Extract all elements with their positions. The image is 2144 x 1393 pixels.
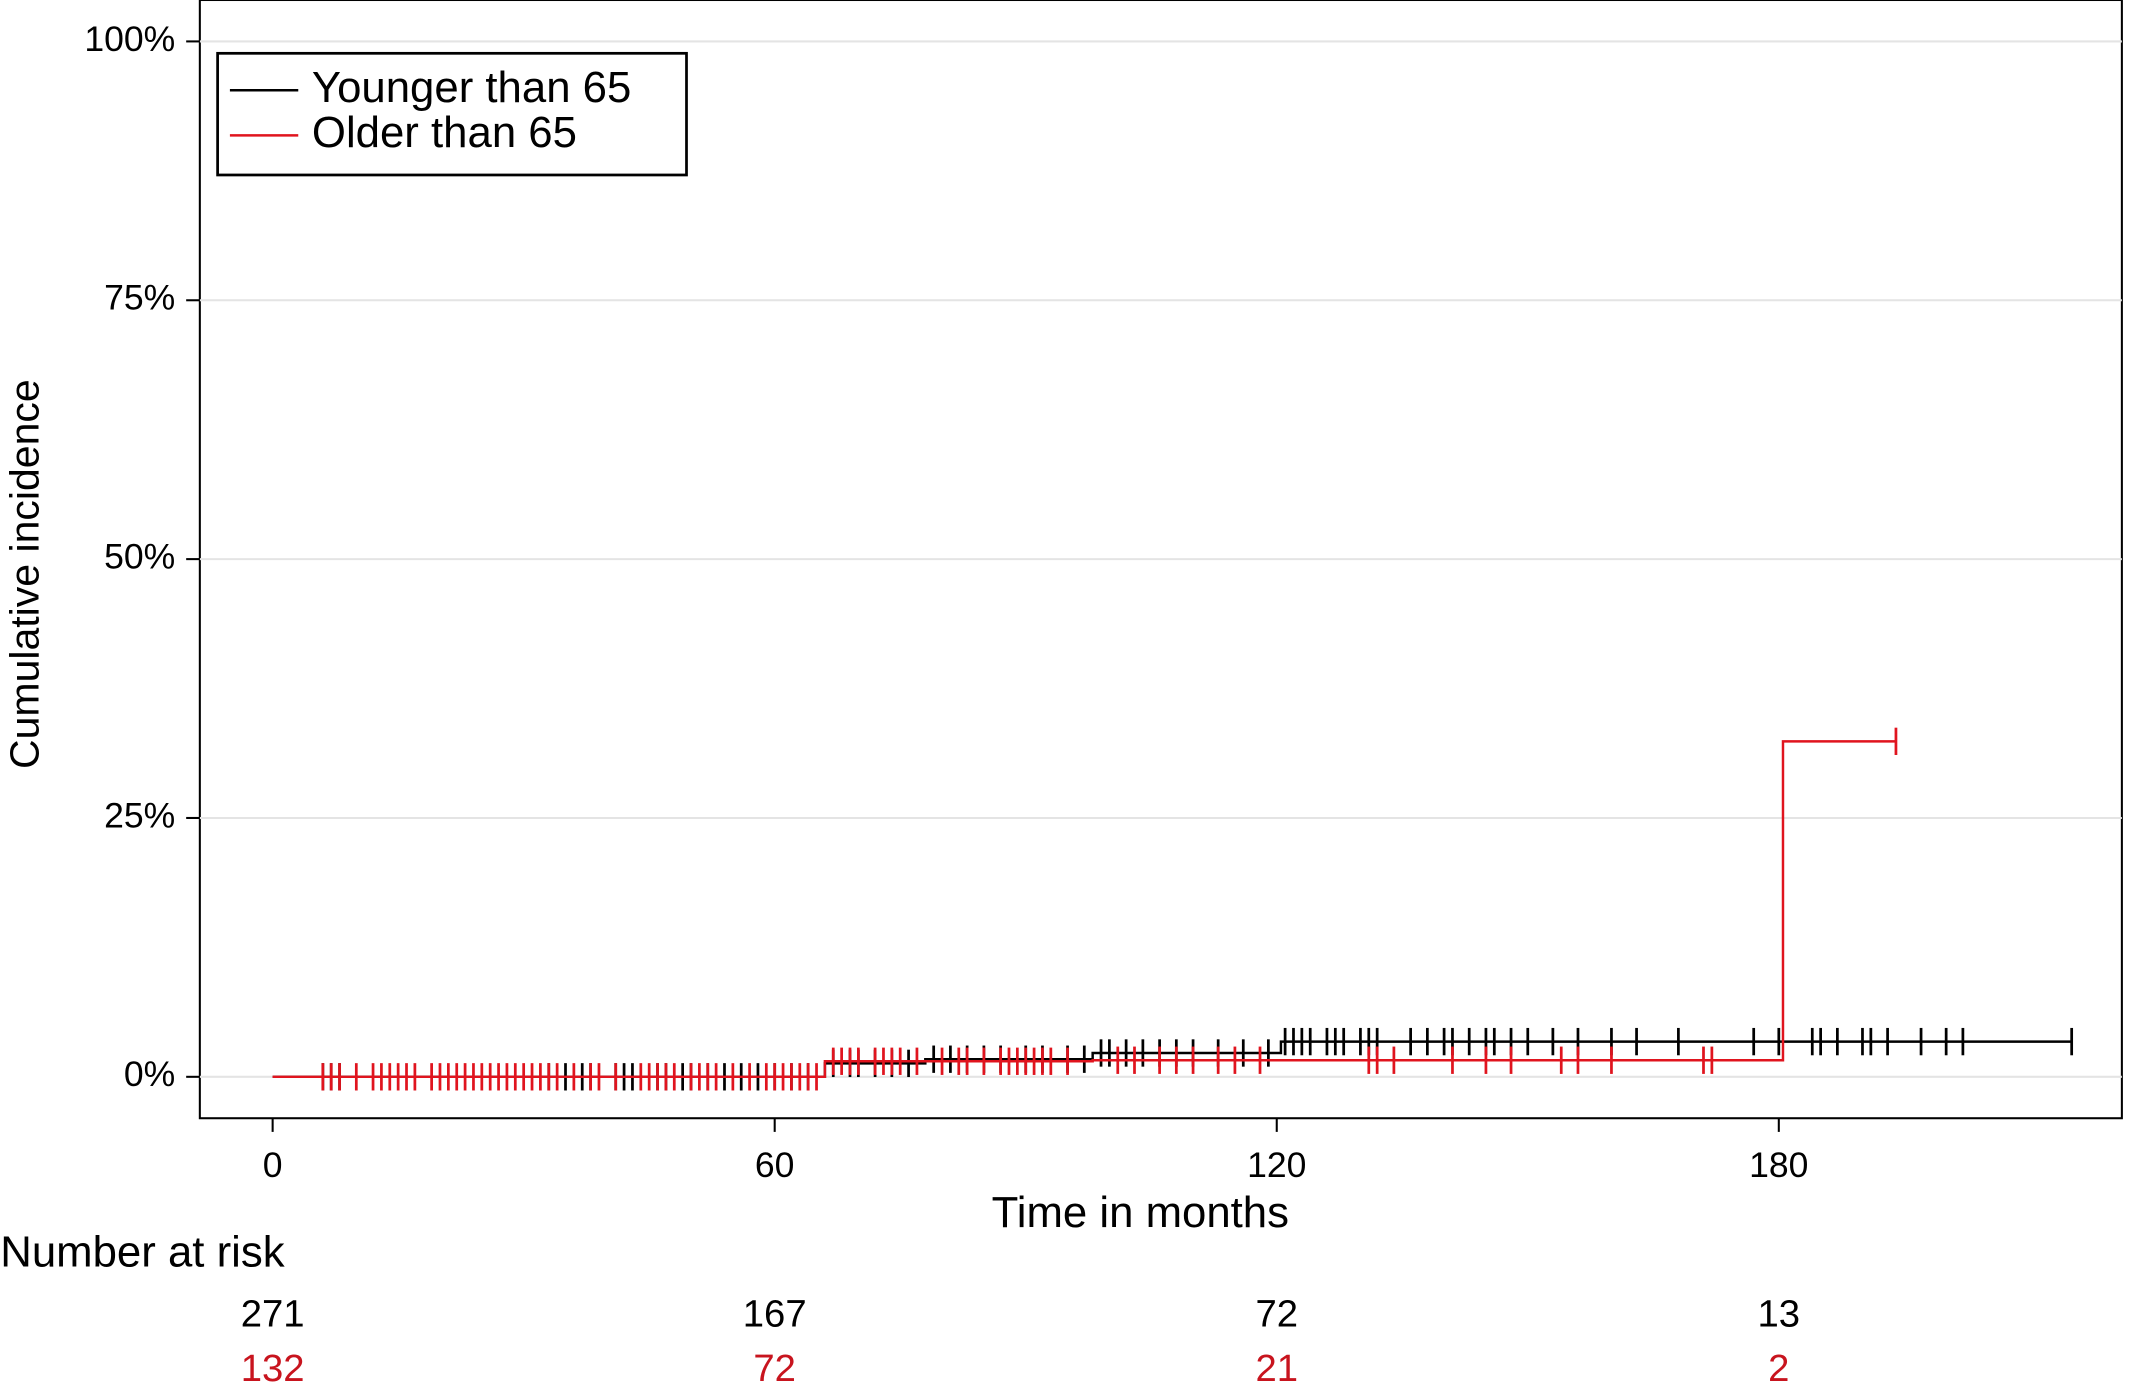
risk-count: 2 xyxy=(1768,1347,1789,1390)
risk-count: 167 xyxy=(743,1293,807,1336)
risk-count: 132 xyxy=(241,1347,305,1390)
y-tick-label: 75% xyxy=(104,278,175,318)
legend-box xyxy=(216,51,688,177)
y-tick-label: 100% xyxy=(84,19,175,59)
x-tick-label: 180 xyxy=(1749,1145,1808,1185)
y-tick-label: 50% xyxy=(104,537,175,577)
risk-count: 72 xyxy=(753,1347,796,1390)
x-tick-label: 60 xyxy=(755,1145,795,1185)
x-axis-label: Time in months xyxy=(992,1188,1289,1237)
y-axis-label: Cumulative incidence xyxy=(1,379,47,769)
risk-count: 271 xyxy=(241,1293,305,1336)
y-tick-label: 0% xyxy=(124,1054,175,1094)
x-tick-label: 0 xyxy=(263,1145,283,1185)
x-tick-label: 120 xyxy=(1247,1145,1306,1185)
risk-count: 21 xyxy=(1255,1347,1298,1390)
legend-label: Younger than 65 xyxy=(312,63,631,112)
risk-count: 72 xyxy=(1255,1293,1298,1336)
legend-label: Older than 65 xyxy=(312,108,577,157)
y-tick-label: 25% xyxy=(104,795,175,835)
survival-line xyxy=(272,740,1896,1079)
risk-count: 13 xyxy=(1758,1293,1801,1336)
risk-table-title: Number at risk xyxy=(0,1227,284,1276)
